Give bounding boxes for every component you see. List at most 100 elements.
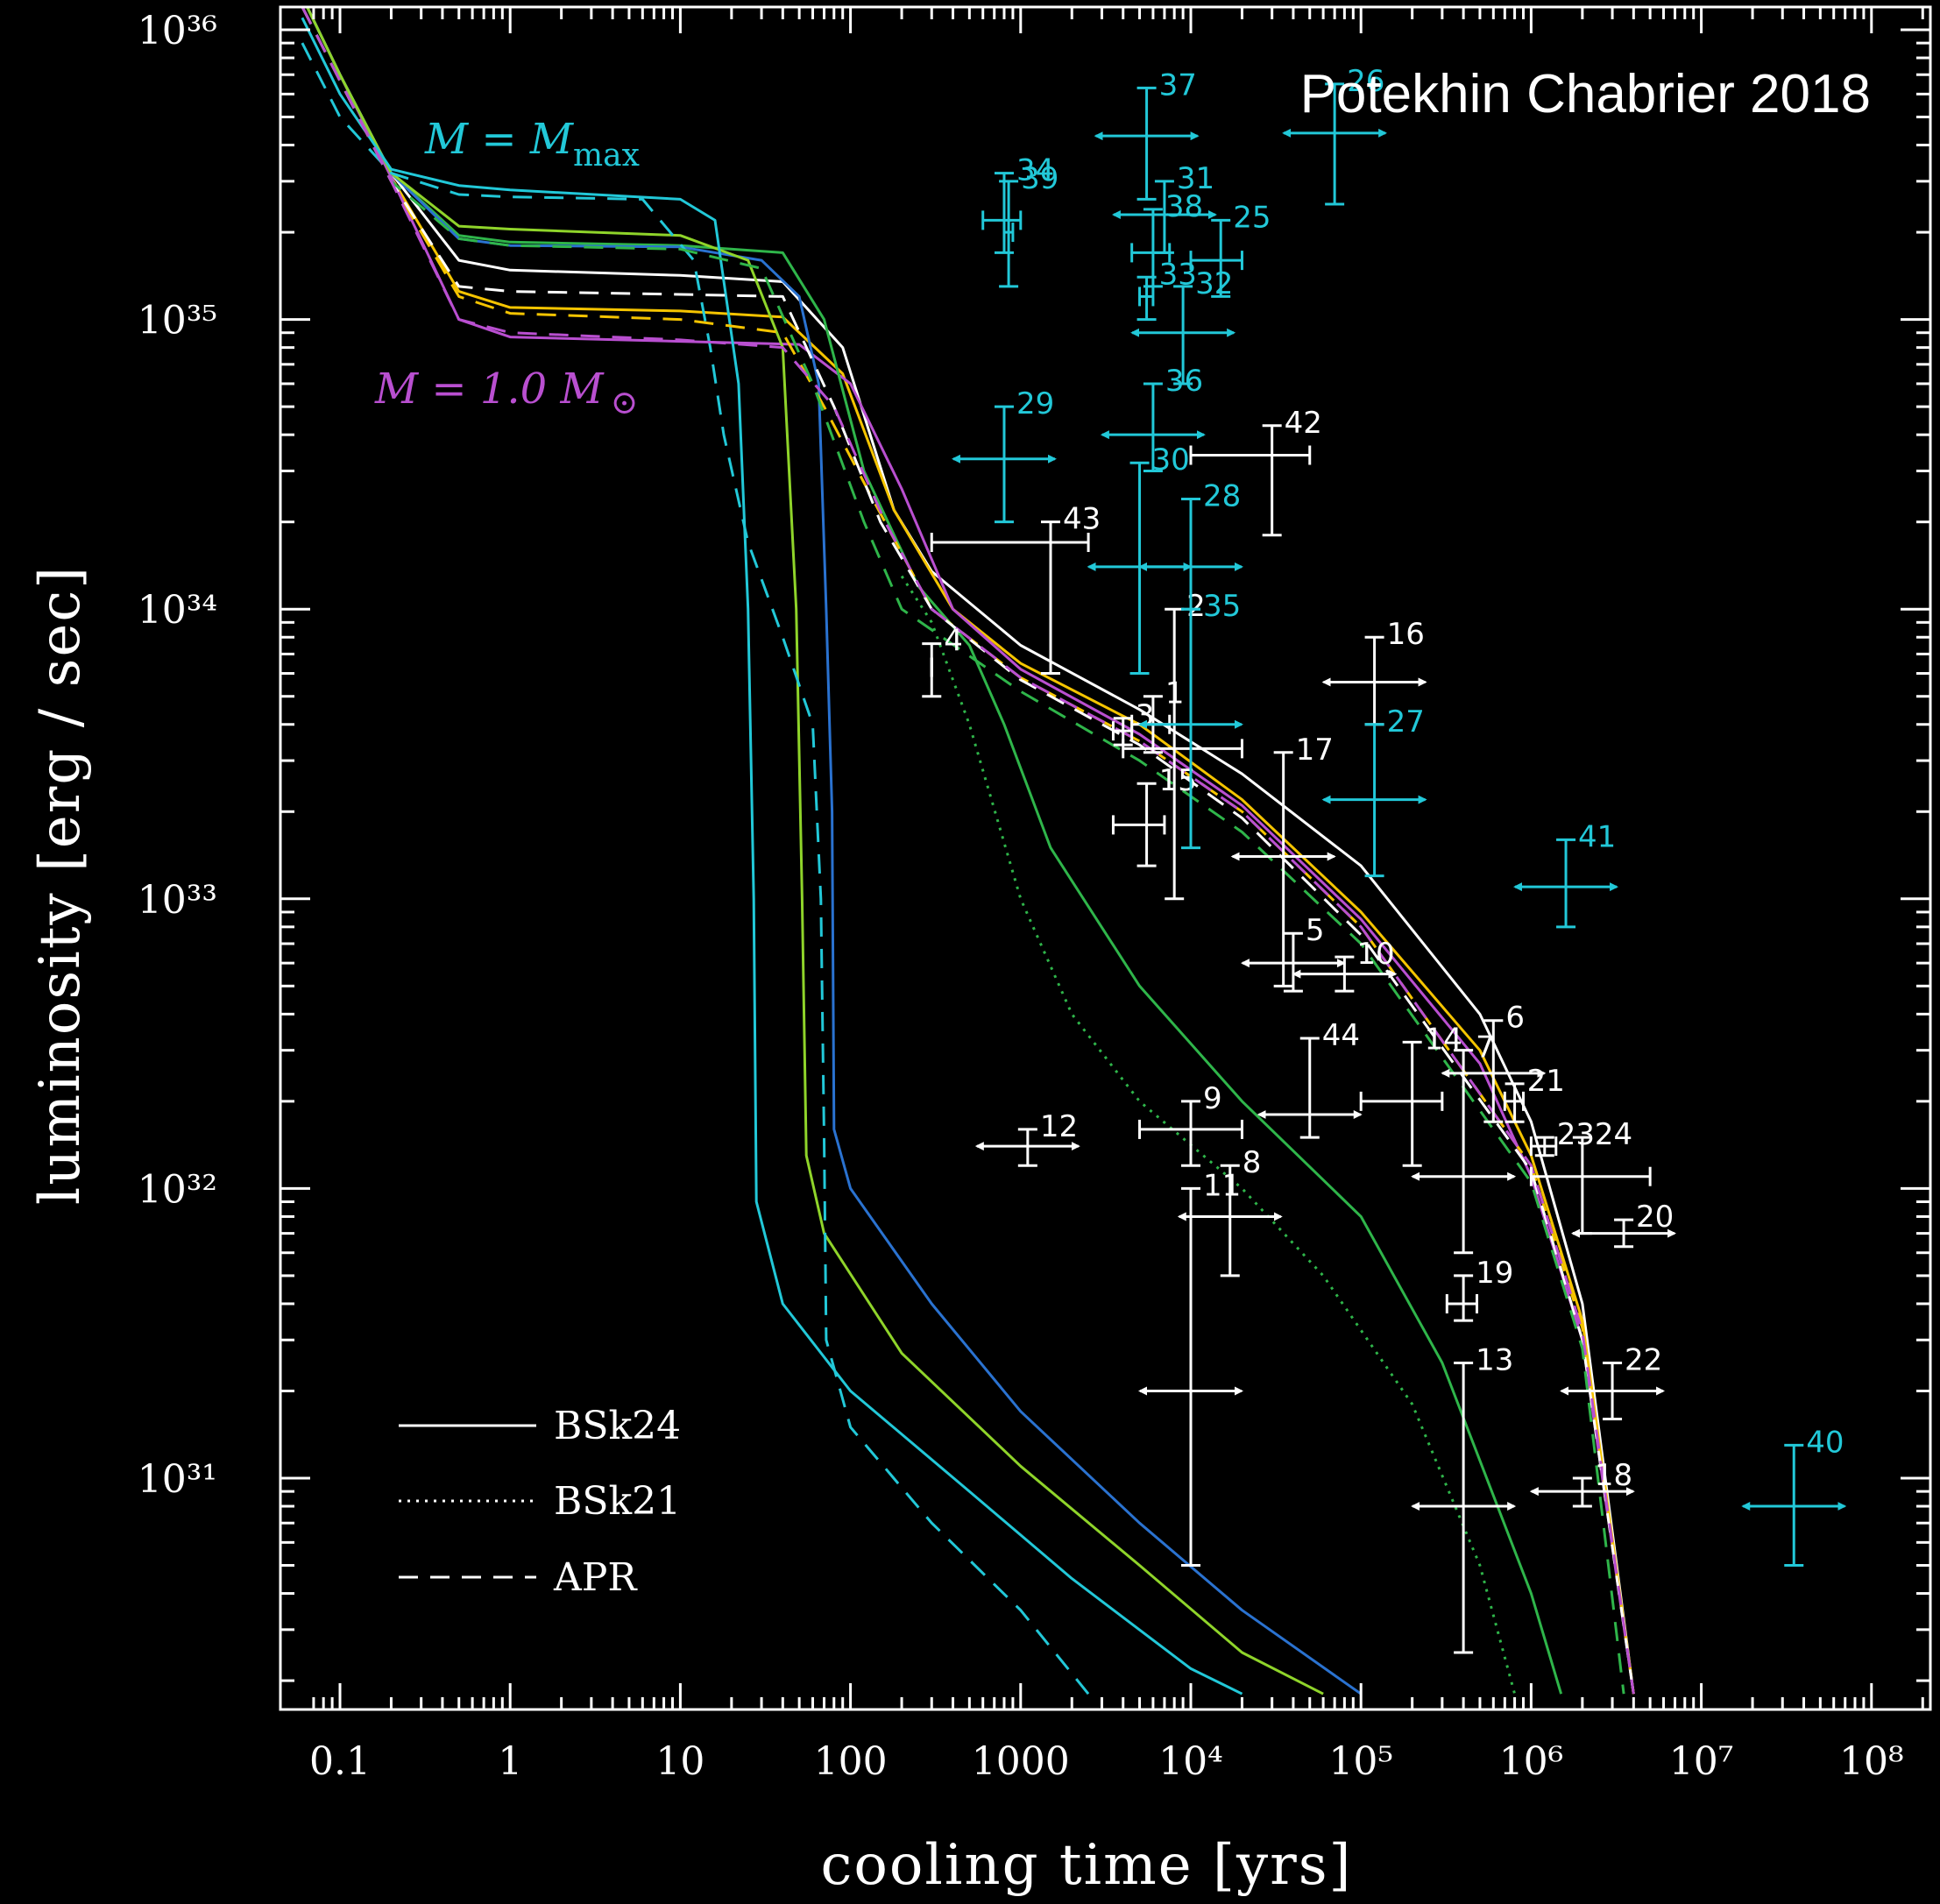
x-tick-label: 10 — [655, 1739, 704, 1784]
source-label: 32 — [1195, 266, 1233, 301]
source-label: 33 — [1159, 257, 1197, 292]
y-tick-label: 10³⁴ — [138, 588, 217, 633]
source-18: 18 — [1529, 1458, 1635, 1508]
source-40: 40 — [1741, 1425, 1847, 1568]
source-29: 29 — [951, 386, 1057, 524]
source-8: 8 — [1177, 1145, 1283, 1278]
x-tick-label: 10⁴ — [1158, 1739, 1223, 1784]
source-43: 43 — [930, 502, 1101, 676]
source-label: 36 — [1165, 364, 1203, 399]
source-19: 19 — [1445, 1256, 1513, 1322]
source-label: 27 — [1387, 704, 1425, 740]
source-44: 44 — [1257, 1018, 1363, 1139]
source-2: 2 — [1122, 589, 1243, 901]
source-label: 4 — [944, 624, 963, 659]
source-22: 22 — [1560, 1342, 1666, 1421]
source-31: 31 — [1111, 161, 1217, 254]
cooling-curve-dashed — [301, 7, 1635, 1695]
cooling-curves — [301, 7, 1635, 1695]
mass-min-label: M = 1.0 M ⊙ — [374, 365, 638, 421]
source-label: 30 — [1152, 442, 1190, 478]
chart-title: Potekhin Chabrier 2018 — [1300, 64, 1871, 124]
y-tick-label: 10³⁵ — [138, 299, 217, 343]
source-label: 21 — [1527, 1064, 1565, 1099]
x-tick-label: 0.1 — [309, 1739, 371, 1784]
x-tick-label: 1 — [498, 1739, 522, 1784]
source-25: 25 — [1189, 200, 1271, 298]
cooling-curve-dashed — [301, 7, 1635, 1695]
source-label: 19 — [1476, 1256, 1513, 1291]
cooling-curve-dashed — [301, 7, 1625, 1695]
source-20: 20 — [1571, 1200, 1677, 1249]
source-11: 11 — [1138, 1168, 1243, 1568]
y-tick-label: 10³⁶ — [138, 9, 217, 53]
cooling-curve-solid — [305, 7, 1635, 1695]
source-label: 16 — [1387, 617, 1425, 652]
legend: BSk24 BSk21 APR — [399, 1404, 681, 1600]
y-tick-label: 10³¹ — [138, 1457, 217, 1502]
source-label: 8 — [1243, 1145, 1262, 1180]
x-tick-label: 10⁶ — [1499, 1739, 1564, 1784]
source-label: 38 — [1165, 189, 1203, 224]
cooling-curve-solid — [305, 7, 1324, 1695]
x-tick-label: 10⁵ — [1328, 1739, 1393, 1784]
source-39: 39 — [999, 161, 1059, 288]
source-33: 33 — [1136, 257, 1197, 322]
legend-label-apr: APR — [553, 1555, 638, 1600]
source-label: 12 — [1040, 1109, 1078, 1144]
cooling-curve-dotted — [900, 575, 1517, 1695]
source-label: 17 — [1296, 733, 1334, 768]
source-23: 23 — [1529, 1117, 1595, 1157]
source-label: 42 — [1285, 406, 1322, 441]
source-label: 34 — [1016, 153, 1054, 188]
plot-frame — [279, 5, 1932, 1711]
source-9: 9 — [1138, 1081, 1243, 1167]
x-tick-label: 10⁸ — [1839, 1739, 1904, 1784]
source-14: 14 — [1359, 1022, 1462, 1167]
source-24: 24 — [1529, 1117, 1652, 1235]
cooling-curve-dashed — [301, 7, 1635, 1695]
source-label: 43 — [1063, 502, 1101, 537]
source-label: 23 — [1557, 1117, 1595, 1152]
source-7: 7 — [1411, 1030, 1517, 1255]
source-15: 15 — [1111, 763, 1197, 867]
cooling-curve-solid — [305, 7, 1635, 1695]
source-16: 16 — [1321, 617, 1427, 726]
source-26: 26 — [1282, 64, 1388, 206]
source-label: 35 — [1203, 589, 1241, 624]
source-label: 20 — [1636, 1200, 1674, 1235]
axis-ticks: 0.1 1 10 100 1000 10⁴ 10⁵ 10⁶ 10⁷ 10⁸ 10³¹ 10³² 10³³… — [138, 7, 1930, 1784]
source-label: 40 — [1806, 1425, 1844, 1460]
source-label: 10 — [1356, 937, 1394, 972]
source-label: 5 — [1306, 913, 1325, 948]
source-30: 30 — [1087, 442, 1193, 676]
source-label: 9 — [1203, 1081, 1222, 1116]
source-label: 44 — [1322, 1018, 1360, 1053]
source-4: 4 — [922, 624, 963, 698]
source-32: 32 — [1130, 266, 1236, 386]
source-label: 28 — [1203, 479, 1241, 514]
cooling-curve-solid — [305, 7, 1635, 1695]
source-42: 42 — [1189, 406, 1322, 537]
legend-label-bsk24: BSk24 — [554, 1404, 681, 1448]
source-12: 12 — [974, 1109, 1080, 1167]
source-13: 13 — [1411, 1342, 1517, 1654]
source-label: 41 — [1578, 819, 1616, 854]
source-label: 6 — [1505, 1001, 1525, 1036]
source-label: 29 — [1016, 386, 1054, 421]
y-axis-title: luminosity [erg / sec] — [28, 565, 93, 1205]
y-tick-label: 10³² — [138, 1167, 217, 1212]
source-label: 31 — [1177, 161, 1214, 196]
source-6: 6 — [1441, 1001, 1547, 1123]
source-35: 35 — [1138, 589, 1243, 850]
source-27: 27 — [1321, 704, 1427, 878]
source-label: 7 — [1476, 1030, 1495, 1065]
x-tick-label: 1000 — [972, 1739, 1070, 1784]
observed-sources: 1234567891011121314151617181920212223242… — [922, 64, 1847, 1654]
source-34: 34 — [981, 153, 1054, 254]
source-5: 5 — [1240, 913, 1346, 993]
x-axis-title: cooling time [yrs] — [821, 1833, 1353, 1898]
source-label: 22 — [1625, 1342, 1662, 1377]
source-38: 38 — [1130, 189, 1203, 288]
